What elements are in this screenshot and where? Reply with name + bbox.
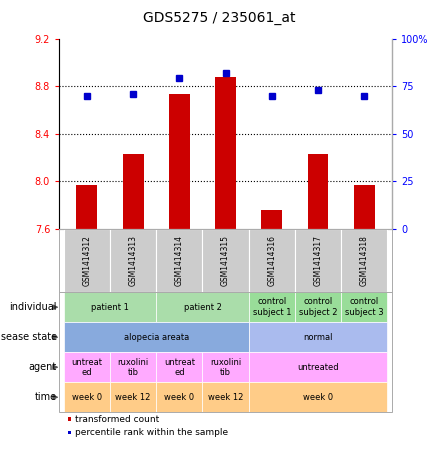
Text: ruxolini
tib: ruxolini tib bbox=[210, 357, 241, 377]
Bar bbox=[77, 185, 97, 229]
Text: control
subject 1: control subject 1 bbox=[253, 298, 291, 317]
Text: GSM1414318: GSM1414318 bbox=[360, 235, 369, 286]
Text: GSM1414315: GSM1414315 bbox=[221, 235, 230, 286]
Text: GSM1414313: GSM1414313 bbox=[129, 235, 138, 286]
Text: transformed count: transformed count bbox=[75, 414, 159, 424]
Text: GSM1414316: GSM1414316 bbox=[267, 235, 276, 286]
Bar bbox=[215, 77, 236, 229]
Text: ruxolini
tib: ruxolini tib bbox=[117, 357, 149, 377]
Text: time: time bbox=[35, 392, 57, 402]
Text: patient 1: patient 1 bbox=[91, 303, 129, 312]
Bar bbox=[354, 185, 374, 229]
Text: week 0: week 0 bbox=[303, 393, 333, 402]
Text: GSM1414314: GSM1414314 bbox=[175, 235, 184, 286]
Text: untreated: untreated bbox=[297, 363, 339, 372]
Text: alopecia areata: alopecia areata bbox=[124, 333, 189, 342]
Text: disease state: disease state bbox=[0, 332, 57, 342]
Text: normal: normal bbox=[303, 333, 333, 342]
Bar bbox=[307, 154, 328, 229]
Text: week 12: week 12 bbox=[208, 393, 243, 402]
Text: week 0: week 0 bbox=[72, 393, 102, 402]
Text: individual: individual bbox=[10, 302, 57, 312]
Text: week 0: week 0 bbox=[164, 393, 194, 402]
Text: GSM1414317: GSM1414317 bbox=[314, 235, 322, 286]
Text: control
subject 3: control subject 3 bbox=[345, 298, 384, 317]
Text: percentile rank within the sample: percentile rank within the sample bbox=[75, 428, 228, 437]
Text: untreat
ed: untreat ed bbox=[164, 357, 195, 377]
Text: GDS5275 / 235061_at: GDS5275 / 235061_at bbox=[143, 11, 295, 25]
Bar bbox=[261, 210, 282, 229]
Bar bbox=[123, 154, 144, 229]
Text: agent: agent bbox=[29, 362, 57, 372]
Text: control
subject 2: control subject 2 bbox=[299, 298, 337, 317]
Text: untreat
ed: untreat ed bbox=[71, 357, 102, 377]
Bar bbox=[169, 94, 190, 229]
Text: GSM1414312: GSM1414312 bbox=[82, 235, 92, 286]
Text: week 12: week 12 bbox=[116, 393, 151, 402]
Text: patient 2: patient 2 bbox=[184, 303, 221, 312]
